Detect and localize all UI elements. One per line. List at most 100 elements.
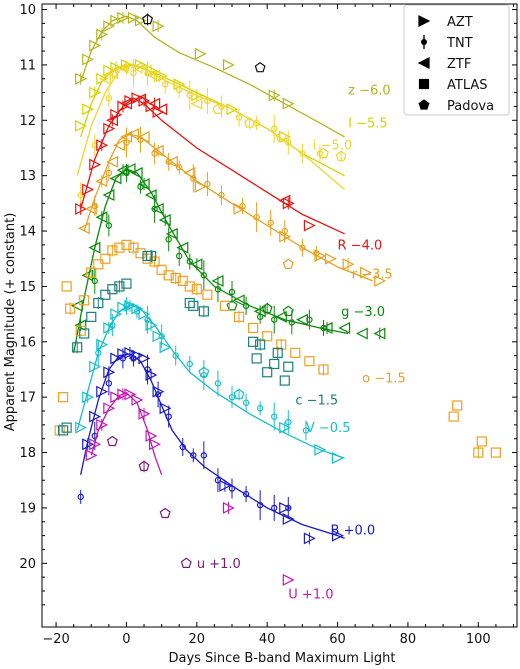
marker-shape xyxy=(105,169,113,177)
marker-shape xyxy=(282,513,295,525)
legend-marker xyxy=(418,99,430,110)
data-point xyxy=(103,321,116,334)
marker-shape xyxy=(98,72,111,85)
data-point xyxy=(137,178,150,190)
data-point xyxy=(145,429,158,442)
marker-shape xyxy=(124,346,137,359)
data-point xyxy=(235,114,243,121)
marker-shape xyxy=(271,316,278,323)
legend-marker xyxy=(417,57,430,69)
marker-shape xyxy=(184,297,195,309)
data-point xyxy=(186,92,193,99)
data-point xyxy=(282,258,294,269)
x-axis-label: Days Since B-band Maximum Light xyxy=(168,651,395,666)
series-g xyxy=(70,163,386,354)
marker-shape xyxy=(418,99,430,110)
marker-shape xyxy=(200,371,208,379)
data-point xyxy=(58,392,69,403)
data-point xyxy=(75,325,86,336)
data-point xyxy=(256,405,264,412)
marker-shape xyxy=(79,295,90,306)
y-tick-label: 10 xyxy=(19,3,36,18)
data-point xyxy=(134,93,147,106)
marker-shape xyxy=(190,97,203,110)
marker-shape xyxy=(86,267,97,278)
data-point xyxy=(110,61,123,74)
marker-shape xyxy=(202,289,213,300)
data-point xyxy=(283,361,294,372)
marker-shape xyxy=(490,447,501,458)
data-point xyxy=(212,103,224,114)
x-tick-label: 60 xyxy=(329,632,346,647)
marker-shape xyxy=(154,391,162,398)
legend-marker xyxy=(418,15,431,27)
marker-shape xyxy=(186,258,193,265)
data-point xyxy=(342,258,355,271)
data-point xyxy=(152,330,165,343)
marker-shape xyxy=(161,81,169,88)
data-point xyxy=(254,61,266,73)
legend-entry: ATLAS xyxy=(418,78,488,93)
marker-shape xyxy=(190,258,203,271)
data-point xyxy=(214,477,222,484)
marker-shape xyxy=(233,311,245,322)
data-point xyxy=(253,214,260,221)
data-point xyxy=(110,391,123,404)
data-point xyxy=(269,358,280,370)
data-point xyxy=(96,338,109,351)
marker-shape xyxy=(75,202,88,215)
data-point xyxy=(204,97,211,105)
y-tick-label: 19 xyxy=(19,501,36,516)
marker-shape xyxy=(84,202,97,215)
marker-shape xyxy=(106,155,118,168)
marker-shape xyxy=(75,325,86,336)
marker-shape xyxy=(320,321,333,334)
data-point xyxy=(85,449,98,462)
data-point xyxy=(275,131,287,142)
marker-shape xyxy=(360,266,373,279)
marker-shape xyxy=(82,103,95,116)
data-point xyxy=(248,336,259,347)
marker-shape xyxy=(248,322,259,334)
data-point xyxy=(218,103,225,110)
marker-shape xyxy=(159,402,172,415)
data-point xyxy=(103,402,116,415)
marker-shape xyxy=(275,131,287,142)
legend-box xyxy=(403,4,510,116)
data-point xyxy=(452,400,463,411)
marker-shape xyxy=(65,303,76,314)
marker-shape xyxy=(134,93,147,106)
marker-shape xyxy=(102,189,115,202)
data-point xyxy=(159,402,172,415)
data-point xyxy=(105,222,113,229)
data-point xyxy=(279,230,292,243)
marker-shape xyxy=(186,360,193,368)
marker-shape xyxy=(290,347,301,358)
legend-marker xyxy=(418,78,430,90)
data-point xyxy=(131,393,144,406)
marker-shape xyxy=(110,61,123,74)
data-point xyxy=(96,139,109,152)
marker-shape xyxy=(123,163,136,175)
marker-shape xyxy=(282,97,295,110)
marker-shape xyxy=(228,288,236,296)
marker-shape xyxy=(148,97,161,110)
data-point xyxy=(355,327,368,340)
marker-shape xyxy=(303,219,316,232)
marker-shape xyxy=(109,321,116,329)
data-point xyxy=(103,20,116,33)
marker-shape xyxy=(242,302,250,310)
marker-shape xyxy=(318,364,329,375)
data-point xyxy=(186,360,193,368)
marker-shape xyxy=(58,425,69,436)
marker-shape xyxy=(155,103,168,116)
marker-shape xyxy=(278,194,291,207)
data-point xyxy=(131,349,144,362)
marker-shape xyxy=(176,241,189,254)
marker-shape xyxy=(121,278,132,289)
data-point xyxy=(190,258,203,271)
marker-shape xyxy=(302,427,310,434)
series-label: I −5.5 xyxy=(348,117,388,132)
data-point xyxy=(138,352,151,365)
marker-shape xyxy=(148,70,161,82)
